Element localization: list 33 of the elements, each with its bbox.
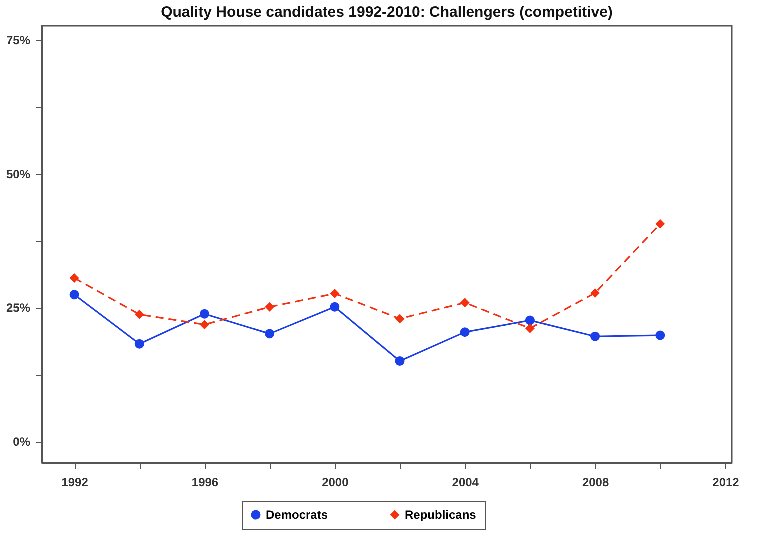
point <box>656 330 666 340</box>
x-tick-label: 2008 <box>582 476 610 490</box>
x-tick-label: 2004 <box>452 476 480 490</box>
x-tick-label: 1996 <box>192 476 219 490</box>
point <box>525 324 535 334</box>
point <box>330 289 340 299</box>
point <box>395 356 405 366</box>
point <box>70 273 80 283</box>
point <box>395 314 405 324</box>
point <box>330 302 340 312</box>
x-tick-label: 2012 <box>712 476 740 490</box>
chart-title: Quality House candidates 1992-2010: Challengers (competitive) <box>161 4 613 21</box>
point <box>590 288 600 298</box>
point <box>200 320 210 330</box>
x-tick-label: 1992 <box>62 476 89 490</box>
x-tick-label: 2000 <box>322 476 350 490</box>
point <box>460 328 470 338</box>
point <box>265 329 275 339</box>
y-tick-label: 75% <box>6 33 31 48</box>
point <box>134 339 144 349</box>
point <box>590 332 600 342</box>
point <box>525 316 535 326</box>
point <box>200 309 210 319</box>
point <box>265 302 275 312</box>
point <box>460 298 470 308</box>
y-tick-label: 50% <box>6 167 31 182</box>
point <box>656 219 666 229</box>
legend-label: Democrats <box>266 508 328 522</box>
y-tick-label: 0% <box>13 435 31 450</box>
y-tick-label: 25% <box>6 301 31 316</box>
point <box>134 310 144 320</box>
legend-label: Republicans <box>405 508 477 522</box>
point <box>70 290 80 300</box>
